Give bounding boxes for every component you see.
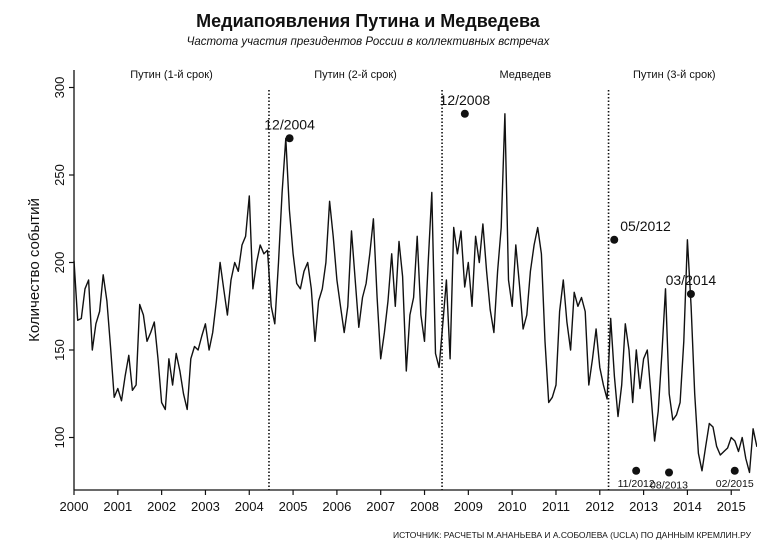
- x-tick-label: 2012: [585, 499, 614, 514]
- period-label: Путин (1-й срок): [130, 69, 213, 81]
- y-tick-label: 250: [52, 164, 67, 186]
- x-tick-label: 2006: [322, 499, 351, 514]
- annotation-label: 05/2012: [620, 218, 671, 234]
- x-tick-label: 2001: [103, 499, 132, 514]
- x-tick-label: 2011: [542, 499, 570, 514]
- annotation-marker: [665, 468, 674, 477]
- y-tick-label: 200: [52, 252, 67, 274]
- x-tick-label: 2010: [498, 499, 527, 514]
- y-ticks: 100 150 200 250 300: [52, 77, 74, 449]
- annotation-marker: [686, 290, 695, 298]
- period-label: Медведев: [500, 69, 552, 81]
- chart-subtitle: Частота участия президентов России в кол…: [187, 36, 551, 48]
- annotation-label: 12/2008: [440, 92, 491, 108]
- x-tick-label: 2002: [147, 499, 176, 514]
- annotation-marker: [285, 134, 294, 143]
- y-tick-label: 150: [52, 339, 67, 361]
- x-tick-label: 2005: [279, 499, 308, 514]
- x-tick-label: 2000: [60, 499, 89, 514]
- x-tick-label: 2008: [410, 499, 439, 514]
- x-tick-label: 2014: [673, 499, 702, 514]
- x-tick-label: 2013: [629, 499, 658, 514]
- annotation-label: 12/2004: [264, 116, 315, 132]
- annotation-marker: [632, 466, 641, 475]
- annotation-marker: [730, 466, 739, 475]
- annotation-label: 11/2012: [618, 478, 655, 490]
- x-tick-label: 2003: [191, 499, 220, 514]
- x-tick-label: 2004: [235, 499, 264, 514]
- annotation-marker: [460, 109, 469, 118]
- period-dividers: [268, 90, 610, 490]
- annotations: 12/2004 12/2008 05/2012 03/2014 11/201208/20…: [264, 92, 754, 492]
- series-line: [73, 113, 757, 474]
- period-label: Путин (2-й срок): [314, 69, 397, 81]
- x-ticks: 2000 2001 2002 2003 2004 2005 2006 2007 2008 2009…: [60, 490, 746, 514]
- x-tick-label: 2015: [717, 499, 746, 514]
- plot-area: 100 150 200 250 300 2000 2001 2002 2003 2004 2005…: [52, 69, 757, 514]
- period-labels: Путин (1-й срок) Путин (2-й срок) Медведев…: [130, 69, 715, 81]
- y-axis-label: Количество событий: [26, 198, 43, 342]
- y-tick-label: 300: [52, 77, 67, 99]
- chart-title: Медиапоявления Путина и Медведева: [196, 11, 541, 31]
- annotation-marker: [610, 235, 619, 244]
- period-label: Путин (3-й срок): [633, 69, 716, 81]
- annotation-label: 08/2013: [650, 480, 688, 492]
- source-note: ИСТОЧНИК: РАСЧЕТЫ М.АНАНЬЕВА И А.СОБОЛЕВ…: [393, 530, 752, 540]
- y-tick-label: 100: [52, 427, 67, 449]
- x-tick-label: 2009: [454, 499, 483, 514]
- x-tick-label: 2007: [366, 499, 395, 514]
- annotation-label: 03/2014: [666, 272, 717, 288]
- annotation-label: 02/2015: [716, 478, 754, 490]
